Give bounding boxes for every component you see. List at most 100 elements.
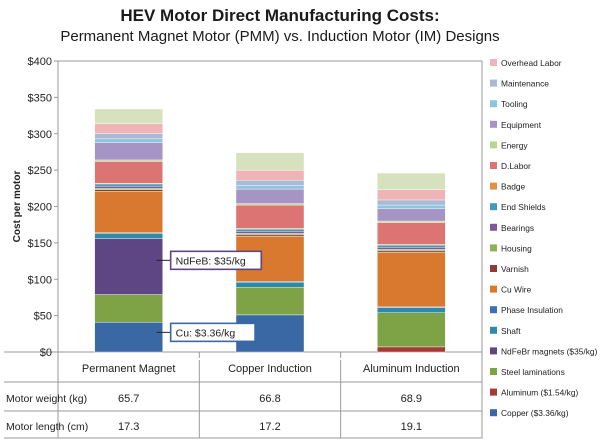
legend-label: Phase Insulation	[501, 305, 563, 315]
bar-segment-d-labor	[377, 222, 446, 245]
bar-segment-bearings	[377, 247, 446, 250]
table-cell: 68.9	[401, 393, 422, 405]
bar-segment-end-shields	[377, 244, 446, 248]
bar-segment-housing	[235, 233, 305, 236]
bar-segment-unlabeled	[94, 108, 163, 124]
legend-swatch	[490, 244, 497, 252]
legend-label: Maintenance	[501, 79, 549, 89]
bar-segment-energy	[235, 203, 305, 206]
annotation-box	[169, 250, 263, 271]
legend-label: D.Labor	[501, 161, 531, 171]
legend-swatch	[490, 100, 497, 108]
legend-label: Bearings	[501, 223, 534, 233]
legend-swatch	[490, 368, 497, 375]
annotation-box	[169, 322, 256, 343]
legend-label: Varnish	[501, 264, 529, 274]
legend-swatch	[490, 162, 497, 169]
legend-swatch	[490, 388, 497, 396]
bar-segment-maintenance	[377, 199, 446, 206]
bar-segment-varnish	[235, 234, 305, 237]
x-category-label: Aluminum Induction	[363, 363, 460, 375]
legend-swatch	[490, 59, 497, 66]
bar-segment-shaft	[377, 307, 446, 313]
bar-segment-bearings	[94, 185, 163, 189]
legend-swatch	[490, 326, 497, 334]
bar-segment-end-shields	[235, 228, 305, 232]
bar-segment-cu-wire	[377, 252, 446, 308]
bar-segment-steel-laminations	[94, 294, 163, 323]
bar-segment-copper-3-36-kg	[94, 321, 163, 353]
y-tick-label: $200	[28, 202, 52, 214]
bar-segment-energy	[377, 220, 446, 223]
bar-segment-tooling	[94, 138, 163, 143]
bar-segment-tooling	[235, 185, 305, 190]
legend-label: Housing	[501, 243, 532, 253]
bar-segment-housing	[377, 249, 446, 252]
bar-segment-shaft	[235, 281, 305, 288]
bar-segment-bearings	[235, 231, 305, 234]
legend-swatch	[490, 182, 497, 190]
bar-segment-maintenance	[235, 180, 305, 186]
bar-segment-steel-laminations	[235, 287, 305, 316]
legend-label: Copper ($3.36/kg)	[501, 408, 569, 418]
chart-title: HEV Motor Direct Manufacturing Costs:	[120, 6, 440, 25]
bar-segment-overhead-labor	[235, 169, 305, 181]
annotation-label: Cu: $3.36/kg	[176, 327, 236, 339]
table-cell: 19.1	[401, 421, 422, 433]
bar-segment-aluminum-1-54-kg	[377, 346, 446, 353]
legend-label: NdFeBr magnets ($35/kg)	[501, 346, 598, 356]
legend-swatch	[490, 79, 497, 87]
bar-segment-unlabeled	[235, 152, 305, 171]
legend-label: Overhead Labor	[501, 58, 562, 68]
y-tick-label: $250	[28, 165, 52, 177]
legend-swatch	[490, 203, 497, 211]
legend-label: Shaft	[501, 326, 521, 336]
table-cell: 65.7	[118, 393, 139, 405]
legend-swatch	[490, 409, 497, 417]
y-tick-label: $0	[40, 347, 52, 359]
annotation-label: NdFeB: $35/kg	[176, 255, 246, 267]
bar-segment-d-labor	[94, 161, 163, 184]
bar-segment-equipment	[94, 142, 163, 161]
legend-swatch	[490, 141, 497, 149]
legend-label: Steel laminations	[501, 367, 565, 377]
legend-swatch	[490, 223, 497, 231]
legend-label: Cu Wire	[501, 285, 532, 295]
legend-swatch	[490, 306, 497, 314]
legend-label: End Shields	[501, 202, 546, 212]
bar-segment-housing	[94, 188, 163, 190]
bar-segment-overhead-labor	[94, 123, 163, 134]
bar-segment-shaft	[94, 233, 163, 239]
legend-label: Badge	[501, 182, 526, 192]
legend-label: Energy	[501, 140, 528, 150]
chart-subtitle: Permanent Magnet Motor (PMM) vs. Inducti…	[60, 28, 500, 45]
bar-segment-equipment	[235, 188, 305, 204]
bar-segment-d-labor	[235, 204, 305, 229]
x-category-label: Permanent Magnet	[82, 363, 176, 375]
bar-segment-end-shields	[94, 183, 163, 187]
y-tick-label: $100	[28, 274, 52, 286]
y-tick-label: $400	[28, 56, 52, 68]
bar-segment-overhead-labor	[377, 189, 446, 201]
bar-segment-varnish	[377, 250, 446, 253]
bar-segment-tooling	[377, 204, 446, 209]
bar-segment-cu-wire	[94, 191, 163, 233]
table-cell: 17.3	[118, 421, 139, 433]
table-cell: 17.2	[259, 421, 280, 433]
bar-segment-energy	[94, 159, 163, 162]
table-row-label: Motor length (cm)	[6, 421, 88, 433]
legend-label: Tooling	[501, 99, 528, 109]
bar-segment-unlabeled	[377, 172, 446, 190]
x-category-label: Copper Induction	[228, 363, 312, 375]
legend-swatch	[490, 120, 497, 128]
table-cell: 66.8	[259, 393, 280, 405]
bar-segment-ndfebr-magnets-35-kg	[94, 238, 163, 295]
y-tick-label: $300	[28, 129, 52, 141]
legend-swatch	[490, 265, 497, 272]
bar-segment-maintenance	[94, 133, 163, 140]
y-tick-label: $350	[28, 92, 52, 104]
legend-swatch	[490, 285, 497, 293]
bar-segment-steel-laminations	[377, 312, 446, 348]
